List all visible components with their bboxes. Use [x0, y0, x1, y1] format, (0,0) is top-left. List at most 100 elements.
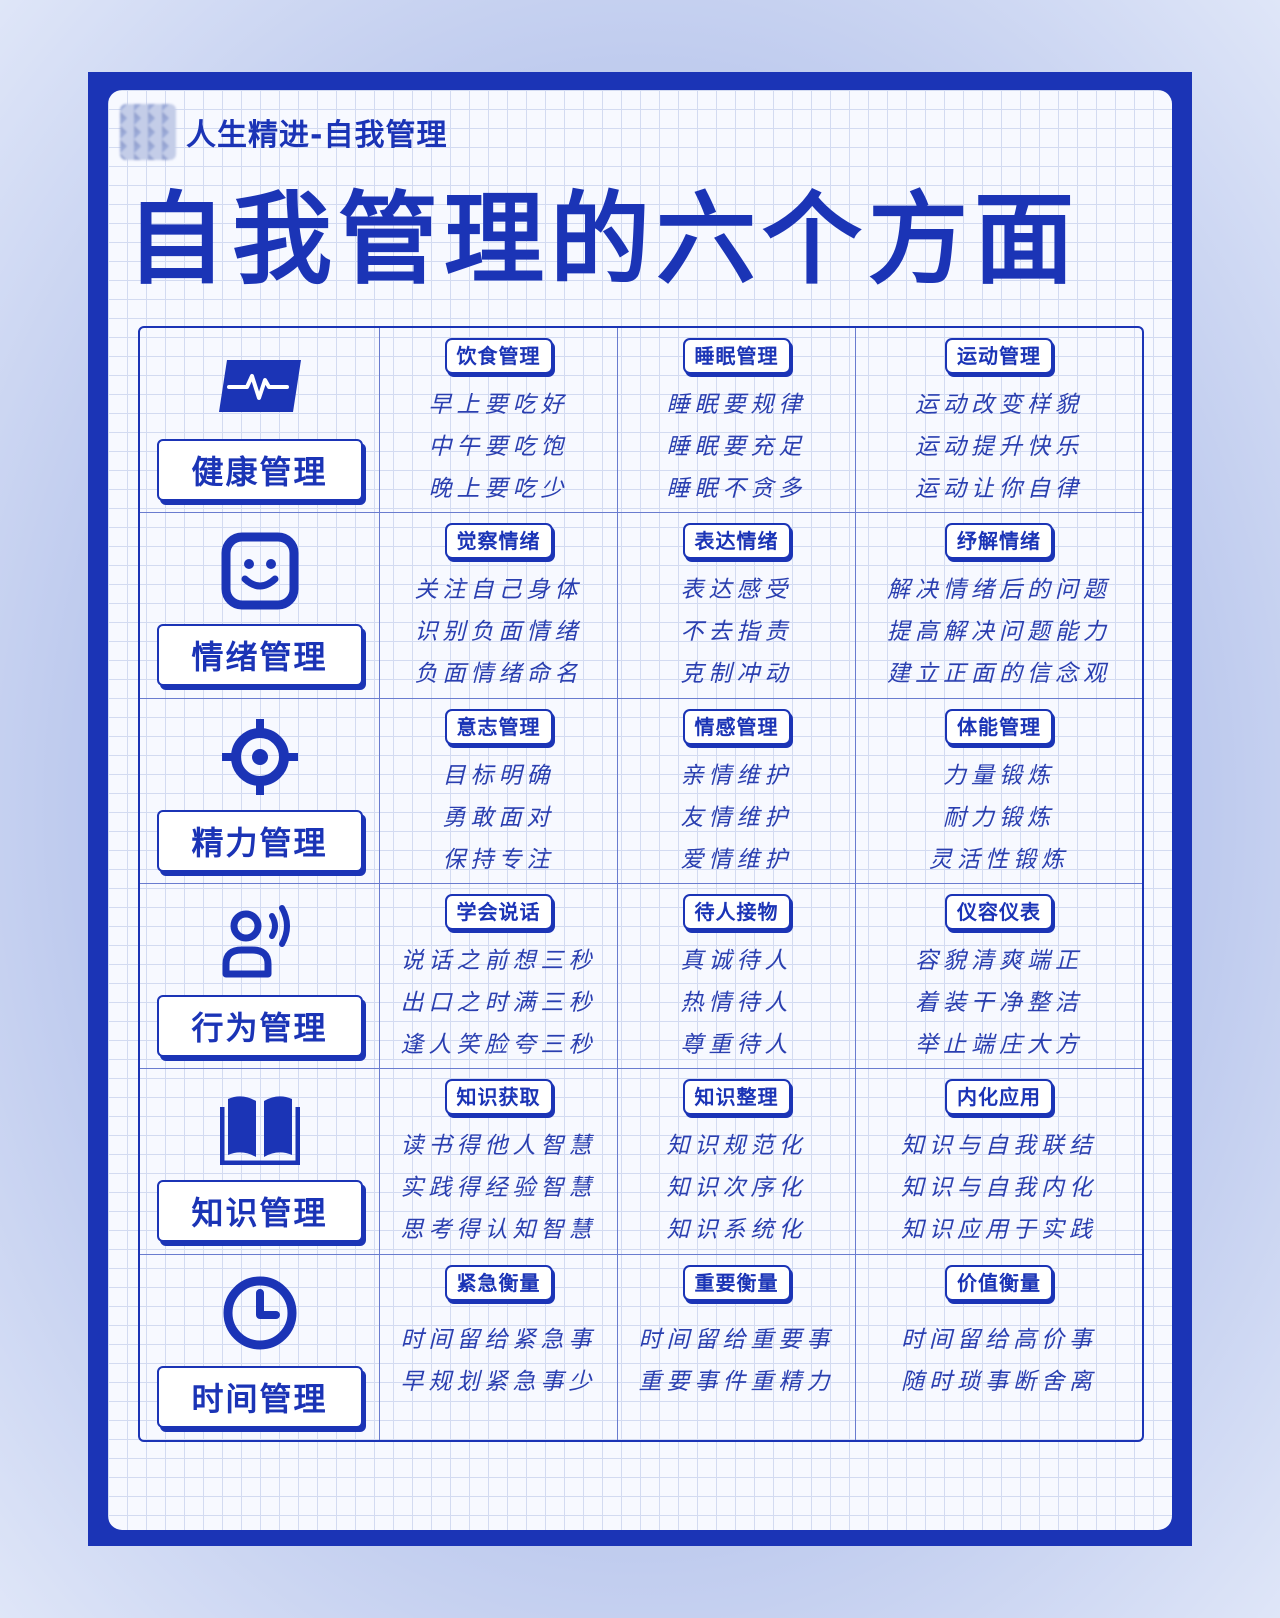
aspect-item: 早上要吃好	[428, 392, 569, 418]
aspect-tag: 价值衡量	[945, 1264, 1053, 1301]
aspect-cell: 运动管理运动改变样貌 运动提升快乐 运动让你自律	[856, 328, 1142, 514]
aspect-cell: 待人接物 真诚待人 热情待人 尊重待人	[618, 883, 856, 1070]
aspect-item: 表达感受	[680, 577, 793, 604]
aspect-item-list: 睡眠要规律睡眠要充足睡眠不贪多	[667, 384, 807, 510]
aspect-item-list: 时间留给重要事 重要事件重精力	[639, 1319, 835, 1403]
aspect-item: 解决情绪后的问题	[887, 577, 1111, 604]
aspect-tag: 睡眠管理	[682, 338, 791, 374]
aspect-item: 热情待人	[680, 989, 793, 1016]
aspect-tag: 纾解情绪	[945, 523, 1053, 560]
category-cell: 行为管理	[140, 883, 380, 1070]
aspect-tag: 紧急衡量	[444, 1264, 553, 1301]
aspect-cell: 睡眠管理睡眠要规律睡眠要充足睡眠不贪多	[618, 328, 856, 514]
aspect-item-list: 时间留给高价事 随时琐事断舍离	[901, 1319, 1097, 1403]
aspect-tag: 运动管理	[945, 338, 1053, 374]
aspect-item-list: 知识与自我联结 知识与自我内化 知识应用于实践	[901, 1125, 1097, 1251]
category-label: 时间管理	[156, 1366, 363, 1429]
open-book-icon	[217, 1084, 303, 1170]
aspect-item: 勇敢面对	[442, 804, 555, 831]
aspect-cell: 饮食管理 早上要吃好 中午要吃饱 晚上要吃少	[380, 328, 618, 514]
aspect-item: 睡眠要规律	[666, 392, 807, 418]
page-title: 自我管理的六个方面	[126, 181, 1080, 298]
smiley-face-icon	[217, 528, 303, 614]
aspect-item: 说话之前想三秒	[400, 947, 597, 974]
aspect-item-list: 表达感受 不去指责 克制冲动	[681, 569, 793, 695]
aspect-item: 力量锻炼	[943, 762, 1055, 789]
aspect-cell: 表达情绪 表达感受 不去指责 克制冲动	[618, 513, 856, 699]
aspect-item: 睡眠不贪多	[666, 476, 807, 502]
content-card: 人生精进-自我管理 自我管理的六个方面 健康管理 饮食管理 早上要吃好 中午要吃饱 晚上…	[108, 90, 1172, 1530]
aspect-item: 时间留给重要事	[638, 1326, 835, 1353]
aspect-item: 早规划紧急事少	[400, 1368, 597, 1395]
aspect-tag: 仪容仪表	[945, 893, 1053, 930]
aspect-item-list: 知识规范化知识次序化知识系统化	[667, 1125, 807, 1251]
aspect-item: 保持专注	[442, 846, 555, 873]
aspect-item-list: 读书得他人智慧 实践得经验智慧 思考得认知智慧	[401, 1125, 597, 1251]
aspect-item-list: 力量锻炼 耐力锻炼 灵活性锻炼	[929, 755, 1069, 881]
aspect-item: 提高解决问题能力	[887, 619, 1111, 646]
aspect-item: 关注自己身体	[414, 577, 583, 604]
aspect-cell: 觉察情绪 关注自己身体 识别负面情绪 负面情绪命名	[380, 513, 618, 699]
aspect-cell: 学会说话 说话之前想三秒 出口之时满三秒 逢人笑脸夸三秒	[380, 883, 618, 1070]
aspect-item: 思考得认知智慧	[400, 1217, 597, 1244]
aspect-item: 知识规范化	[666, 1133, 807, 1160]
aspect-item: 目标明确	[442, 762, 555, 789]
aspect-cell: 意志管理 目标明确 勇敢面对 保持专注	[380, 698, 618, 884]
aspect-item: 负面情绪命名	[414, 661, 583, 688]
aspect-item: 建立正面的信念观	[887, 661, 1111, 688]
aspect-item-list: 解决情绪后的问题 提高解决问题能力 建立正面的信念观	[887, 569, 1111, 695]
aspect-item: 睡眠要充足	[666, 434, 807, 460]
aspect-cell: 情感管理亲情维护 友情维护 爱情维护	[618, 698, 856, 884]
aspect-tag: 情感管理	[682, 708, 791, 745]
aspect-cell: 紧急衡量时间留给紧急事 早规划紧急事少	[380, 1254, 618, 1440]
aspect-item-list: 真诚待人热情待人尊重待人	[681, 940, 793, 1066]
aspect-item: 举止端庄大方	[915, 1031, 1083, 1058]
aspect-item: 时间留给紧急事	[400, 1326, 597, 1353]
aspect-item: 运动让你自律	[915, 476, 1083, 502]
aspect-cell: 知识整理知识规范化知识次序化知识系统化	[618, 1069, 856, 1255]
aspect-item: 不去指责	[680, 619, 793, 646]
aspect-item: 知识与自我联结	[901, 1133, 1097, 1160]
aspect-tag: 知识整理	[682, 1079, 791, 1116]
aspect-item: 尊重待人	[680, 1031, 793, 1058]
aspect-cell: 知识获取 读书得他人智慧 实践得经验智慧 思考得认知智慧	[380, 1069, 618, 1255]
aspect-item: 运动改变样貌	[915, 392, 1083, 418]
category-cell: 精力管理	[140, 698, 380, 884]
aspect-cell: 体能管理 力量锻炼 耐力锻炼 灵活性锻炼	[856, 699, 1142, 884]
category-cell: 健康管理	[140, 328, 380, 514]
category-cell: 情绪管理	[140, 513, 380, 699]
category-label: 行为管理	[156, 995, 363, 1058]
aspect-item: 知识系统化	[666, 1217, 807, 1244]
aspect-tag: 重要衡量	[682, 1264, 791, 1301]
aspect-item-list: 容貌清爽端正 着装干净整洁 举止端庄大方	[915, 940, 1083, 1066]
aspect-item-list: 关注自己身体 识别负面情绪 负面情绪命名	[415, 569, 583, 695]
aspect-item: 随时琐事断舍离	[901, 1368, 1097, 1395]
aspect-item: 着装干净整洁	[915, 989, 1083, 1016]
aspect-item-list: 亲情维护 友情维护 爱情维护	[681, 755, 793, 881]
aspect-item: 耐力锻炼	[943, 804, 1055, 831]
header: 人生精进-自我管理	[120, 104, 447, 160]
aspect-item-list: 运动改变样貌 运动提升快乐 运动让你自律	[915, 384, 1083, 510]
aspect-item-list: 时间留给紧急事 早规划紧急事少	[401, 1319, 597, 1403]
management-table: 健康管理 饮食管理 早上要吃好 中午要吃饱 晚上要吃少 睡眠管理 睡眠要规律 睡眠要充足 睡眠不…	[138, 326, 1144, 1442]
category-label: 精力管理	[156, 809, 363, 872]
aspect-item: 逢人笑脸夸三秒	[400, 1031, 597, 1058]
aspect-cell: 重要衡量时间留给重要事 重要事件重精力	[618, 1254, 856, 1440]
aspect-tag: 内化应用	[945, 1079, 1053, 1116]
aspect-item-list: 早上要吃好 中午要吃饱 晚上要吃少	[429, 384, 569, 510]
aspect-item: 容貌清爽端正	[915, 947, 1083, 974]
aspect-item: 中午要吃饱	[428, 434, 569, 460]
aspect-item: 识别负面情绪	[414, 619, 583, 646]
aspect-item: 真诚待人	[680, 947, 793, 974]
target-crosshair-icon	[217, 714, 303, 800]
category-cell: 时间管理	[140, 1254, 380, 1440]
category-cell: 知识管理	[140, 1069, 380, 1255]
aspect-item: 出口之时满三秒	[400, 989, 597, 1016]
category-label: 知识管理	[156, 1180, 363, 1243]
aspect-cell: 价值衡量时间留给高价事 随时琐事断舍离	[856, 1255, 1142, 1440]
aspect-item: 重要事件重精力	[638, 1368, 835, 1395]
aspect-item: 时间留给高价事	[901, 1326, 1097, 1353]
aspect-cell: 仪容仪表容貌清爽端正 着装干净整洁 举止端庄大方	[856, 884, 1142, 1070]
aspect-cell: 纾解情绪解决情绪后的问题 提高解决问题能力 建立正面的信念观	[856, 513, 1142, 699]
aspect-item: 知识次序化	[666, 1175, 807, 1202]
